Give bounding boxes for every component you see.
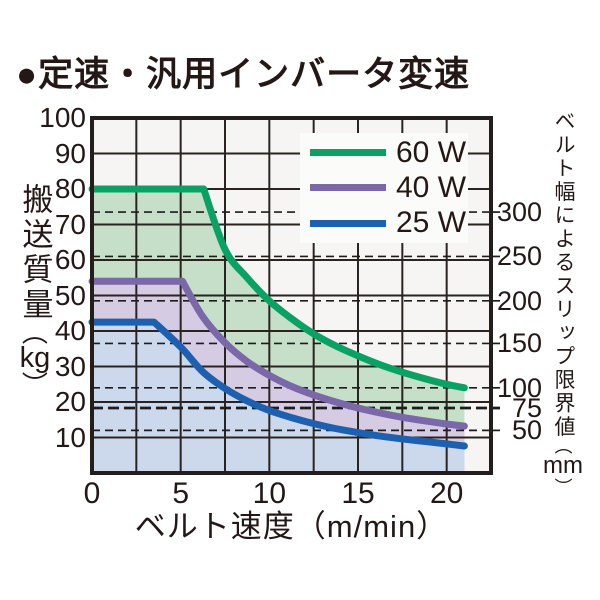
series-curve-25w [88, 318, 468, 450]
x-axis-title: ベルト速度（m/min） [134, 509, 449, 544]
y-tick-label: 70 [54, 208, 86, 240]
x-tick-label: 15 [341, 477, 375, 510]
legend-line-swatch [310, 219, 386, 227]
legend-label: 25 W [396, 206, 467, 240]
x-tick-label: 5 [172, 477, 189, 510]
y-axis-title: 搬送質量 （ kg ） [13, 183, 57, 397]
x-tick-label: 10 [252, 477, 287, 510]
y-tick-label: 30 [54, 350, 86, 382]
legend-label: 40 W [396, 170, 467, 204]
open-paren: （ [552, 436, 573, 455]
legend-label: 60 W [396, 135, 467, 169]
y-tick-label: 60 [54, 244, 86, 275]
slip-limit-label: 200 [496, 285, 542, 316]
open-paren: （ [18, 318, 49, 346]
legend-item-25w: 25 W [300, 208, 468, 238]
plot-border [90, 116, 493, 475]
y-tick-label: 10 [54, 421, 86, 453]
legend-line-swatch [310, 184, 386, 192]
slip-limit-label: 75 [511, 393, 542, 424]
slip-limit-label: 250 [496, 241, 542, 272]
y-axis-title-text: 搬送質量 [17, 183, 53, 323]
right-axis-title: ベルト幅によるスリップ限界値 （ mm ） [543, 110, 583, 496]
x-tick-label: 0 [83, 477, 101, 510]
y-tick-label: 80 [54, 173, 86, 204]
y-tick-label: 100 [39, 102, 86, 133]
slip-limit-label: 300 [496, 197, 542, 228]
legend-item-60w: 60 W [300, 135, 468, 169]
y-tick-label: 40 [54, 315, 86, 346]
series-curve-40w [88, 277, 468, 430]
y-tick-label: 50 [54, 279, 86, 311]
close-paren: ） [18, 370, 49, 398]
legend-item-40w: 40 W [300, 170, 468, 204]
legend: 60 W 40 W 25 W [300, 133, 468, 243]
y-tick-label: 20 [54, 386, 86, 417]
y-axis-unit: kg [19, 342, 51, 374]
right-axis-title-text: ベルト幅によるスリップ限界値 [552, 110, 575, 439]
series-curve-60w [88, 185, 468, 392]
right-axis-unit: mm [543, 452, 583, 479]
slip-limit-label: 100 [496, 372, 542, 403]
slip-limit-label: 50 [511, 415, 542, 446]
page-title: ●定速・汎用インバータ変速 [16, 55, 471, 94]
y-tick-label: 90 [54, 137, 86, 169]
close-paren: ） [552, 477, 573, 496]
slip-limit-label: 150 [496, 328, 542, 359]
x-tick-label: 20 [429, 477, 464, 510]
legend-line-swatch [310, 149, 386, 157]
